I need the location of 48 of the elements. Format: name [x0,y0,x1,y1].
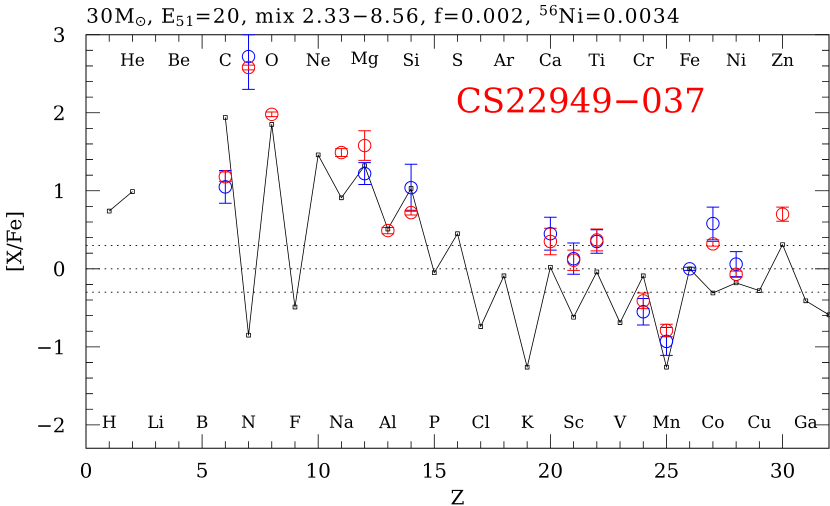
annotation: Sc [564,415,584,428]
y-tick-label: 0 [54,261,64,276]
annotation: Ga [794,415,818,428]
annotation: C [220,53,231,66]
x-tick-label: 10 [308,462,330,478]
annotation: S [453,53,462,66]
annotation: O [266,53,278,66]
annotation: K [522,416,534,428]
annotation: P [430,416,440,428]
annotation: V [614,416,626,428]
y-tick-label: 2 [54,105,64,120]
x-tick-label: 0 [80,462,92,478]
annotation: B [196,416,208,428]
annotation: Mn [653,416,680,428]
x-axis-title: Z [451,490,464,504]
annotation: Na [330,415,354,428]
annotation: Ti [588,53,605,66]
annotation: He [120,53,144,66]
y-tick-label: −2 [38,418,64,432]
annotation: N [242,415,256,428]
annotation: Be [168,53,190,66]
annotation: Fe [680,53,700,66]
annotation: Cu [748,415,771,428]
x-tick-label: 5 [197,462,207,478]
y-tick-label: 3 [54,27,64,42]
annotation: Cl [472,415,490,428]
annotation: Li [148,416,164,428]
annotation: Mg [351,52,378,68]
x-tick-label: 30 [771,462,794,478]
annotation: Ne [306,53,330,66]
x-tick-label: 15 [424,462,446,478]
annotation: CS22949−037 [458,87,704,113]
annotation: Zn [772,54,794,66]
annotation: H [102,416,116,428]
x-tick-label: 20 [539,462,562,478]
annotation: F [290,416,300,428]
x-tick-label: 25 [655,462,678,478]
y-tick-label: 1 [55,183,63,198]
annotation: Ni [726,53,746,66]
annotation: Ca [540,53,562,66]
annotation: Cr [634,53,654,66]
annotation: Si [404,53,420,66]
y-tick-label: −1 [38,339,63,354]
annotation: Co [702,415,724,428]
annotation: Al [378,415,396,428]
annotation: Ar [494,54,514,66]
chart-title: 30M$_{⊙}$, E$_{51}$=20, mix 2.33−8.56, f=0.002, $^{56}$Ni=0.0034 [88,4,679,26]
y-axis-title: [X/Fe] [6,212,24,270]
